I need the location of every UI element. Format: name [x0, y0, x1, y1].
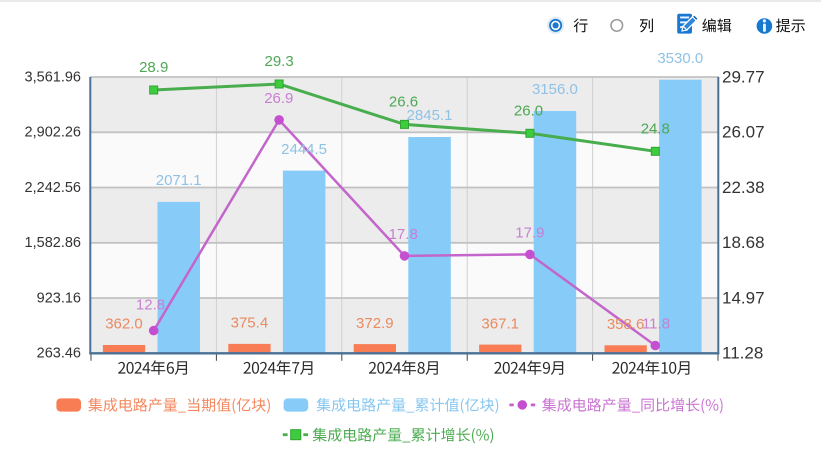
- svg-text:17.9: 17.9: [515, 225, 544, 242]
- svg-text:367.1: 367.1: [481, 315, 519, 332]
- svg-text:372.9: 372.9: [356, 315, 394, 332]
- svg-text:2845.1: 2845.1: [407, 107, 453, 124]
- svg-text:14.97: 14.97: [722, 288, 765, 307]
- svg-text:362.0: 362.0: [105, 316, 143, 333]
- svg-text:2,242.56: 2,242.56: [25, 180, 81, 196]
- svg-text:17.8: 17.8: [389, 226, 418, 243]
- svg-text:11.8: 11.8: [642, 316, 670, 333]
- svg-text:26.9: 26.9: [264, 90, 293, 107]
- svg-text:3530.0: 3530.0: [657, 50, 703, 67]
- svg-text:2,902.26: 2,902.26: [25, 125, 81, 141]
- svg-text:3156.0: 3156.0: [532, 81, 578, 98]
- svg-text:12.8: 12.8: [136, 296, 165, 313]
- svg-text:3,561.96: 3,561.96: [25, 69, 81, 85]
- svg-text:26.07: 26.07: [722, 123, 765, 142]
- svg-text:2071.1: 2071.1: [156, 172, 202, 189]
- svg-text:263.46: 263.46: [37, 346, 81, 362]
- svg-text:26.6: 26.6: [389, 94, 418, 111]
- svg-text:24.8: 24.8: [641, 121, 670, 138]
- svg-text:28.9: 28.9: [139, 59, 168, 76]
- svg-text:22.38: 22.38: [722, 178, 765, 197]
- svg-text:29.3: 29.3: [264, 53, 293, 70]
- svg-text:375.4: 375.4: [231, 315, 269, 332]
- svg-text:29.77: 29.77: [722, 67, 765, 86]
- svg-text:923.16: 923.16: [37, 290, 81, 306]
- svg-text:18.68: 18.68: [722, 233, 765, 252]
- svg-text:358.6: 358.6: [607, 316, 645, 333]
- svg-text:2444.5: 2444.5: [281, 141, 327, 158]
- svg-text:11.28: 11.28: [722, 344, 763, 363]
- svg-text:26.0: 26.0: [514, 103, 543, 120]
- svg-text:1,582.86: 1,582.86: [25, 235, 81, 251]
